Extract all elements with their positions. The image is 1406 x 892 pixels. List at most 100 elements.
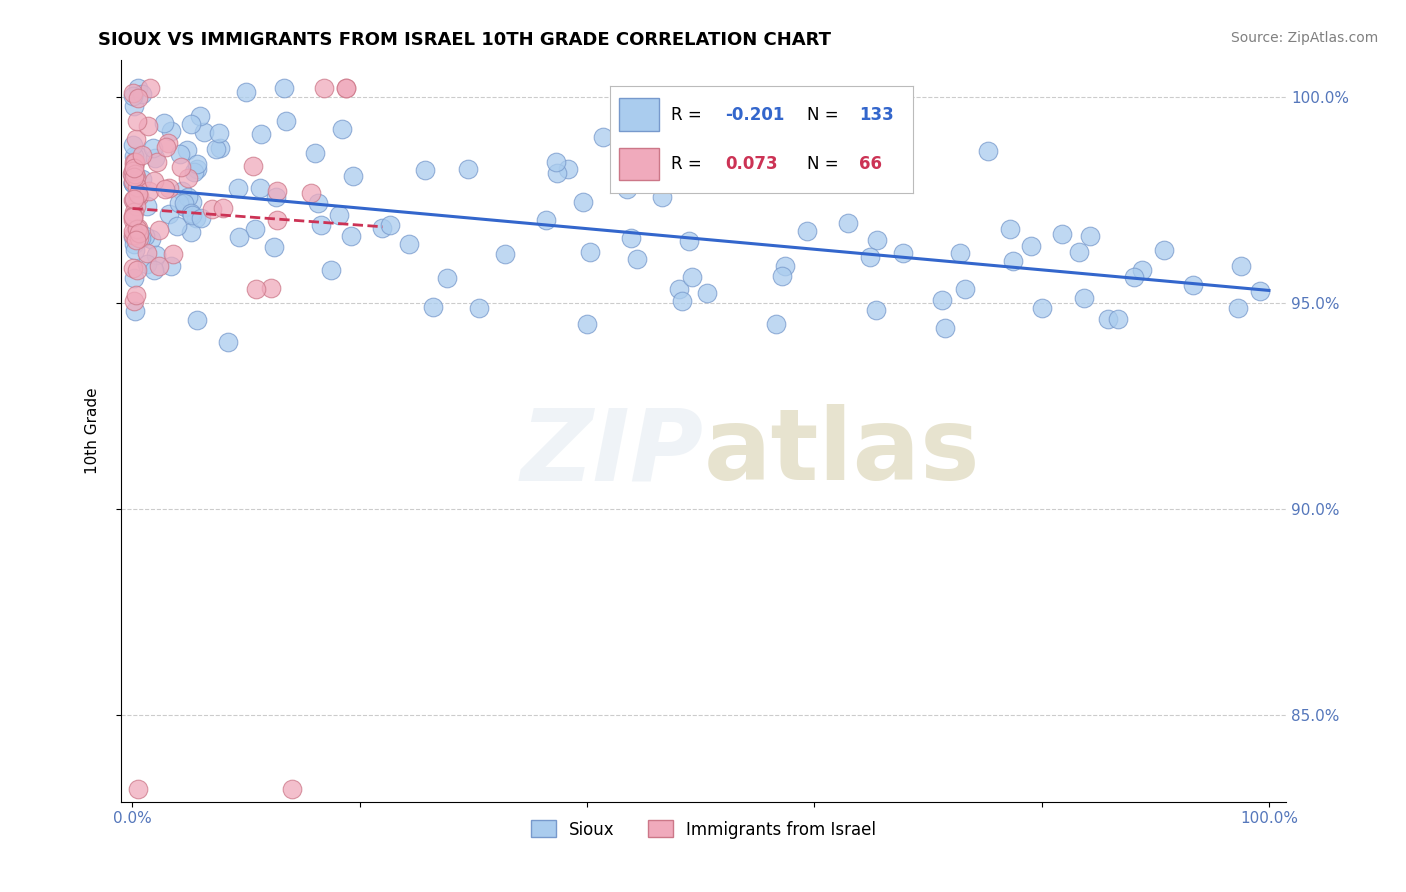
Point [263,239,285,253]
Point [125,169,148,184]
Point [1019,239,1042,253]
Point [330,122,353,136]
Point [124,237,146,252]
Point [136,119,159,133]
Point [976,145,998,159]
Point [242,159,264,173]
Point [122,99,145,113]
Point [156,136,179,150]
Point [125,132,148,146]
Point [859,250,882,264]
Point [128,188,150,202]
Text: Source: ZipAtlas.com: Source: ZipAtlas.com [1230,31,1378,45]
Point [398,237,420,252]
Point [949,245,972,260]
Point [205,142,228,156]
Point [135,257,157,271]
Point [468,301,491,315]
Point [148,260,170,274]
Point [124,154,146,169]
Point [1227,301,1250,316]
Point [243,222,266,236]
Point [260,281,283,295]
Point [678,234,700,248]
Point [125,287,148,301]
Point [1229,259,1251,273]
Point [184,211,207,225]
Point [413,163,436,178]
Point [143,151,166,165]
Point [181,195,204,210]
Point [153,182,176,196]
Point [866,233,889,247]
Point [188,109,211,123]
Point [135,199,157,213]
Point [201,202,224,216]
Point [340,229,363,244]
Point [122,161,145,175]
Point [129,230,152,244]
Point [671,294,693,309]
Point [304,146,326,161]
Point [125,114,148,128]
Point [124,167,146,181]
Point [121,210,143,224]
Point [122,205,145,219]
Point [266,184,288,198]
Point [122,209,145,223]
Point [125,233,148,247]
Point [1073,291,1095,305]
Point [127,187,149,202]
Point [170,185,193,199]
Point [494,247,516,261]
Point [183,165,205,179]
Point [167,196,190,211]
Text: ZIP: ZIP [520,404,703,501]
Text: atlas: atlas [703,404,980,501]
Point [576,317,599,331]
Point [998,222,1021,236]
Point [681,269,703,284]
Point [765,317,787,331]
Point [180,117,202,131]
Point [122,174,145,188]
Point [651,190,673,204]
Point [1153,243,1175,257]
Point [579,245,602,260]
Point [124,149,146,163]
Point [773,259,796,273]
Point [159,181,181,195]
Point [173,196,195,211]
Point [314,81,336,95]
Point [534,212,557,227]
Point [121,86,143,100]
Point [250,127,273,141]
Point [122,158,145,172]
Point [865,303,887,318]
Point [266,212,288,227]
Point [280,782,302,797]
Point [138,81,160,95]
Point [546,166,568,180]
Point [235,85,257,99]
Point [1078,228,1101,243]
Point [128,231,150,245]
Point [1181,277,1204,292]
Point [128,226,150,240]
Point [249,181,271,195]
Point [1132,262,1154,277]
Point [160,124,183,138]
Point [1031,301,1053,315]
Point [328,208,350,222]
Point [934,320,956,334]
Point [142,141,165,155]
Point [127,782,149,797]
Point [436,271,458,285]
Point [264,190,287,204]
Point [162,247,184,261]
Point [770,268,793,283]
Point [170,160,193,174]
Point [127,91,149,105]
Point [134,229,156,244]
Point [245,282,267,296]
